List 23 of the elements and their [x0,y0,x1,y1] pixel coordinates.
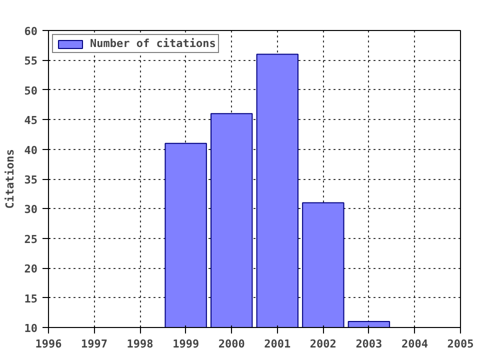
y-tick-label: 60 [24,25,38,38]
x-tick-label: 2005 [447,338,474,350]
x-tick-label: 1999 [172,338,200,350]
y-tick-label: 35 [24,174,38,186]
y-tick-label: 40 [24,144,38,157]
y-tick-label: 55 [24,54,38,68]
x-tick-label: 1996 [35,338,62,350]
x-tick-label: 1998 [126,338,154,350]
y-tick-label: 25 [24,232,38,246]
y-tick-label: 20 [24,262,38,276]
x-tick-label: 2004 [401,338,428,350]
y-tick-label: 30 [24,203,38,216]
y-tick-label: 45 [24,114,38,128]
y-tick-label: 50 [24,84,38,98]
x-tick-label: 2002 [310,338,336,350]
y-axis-title: Citations [3,149,16,209]
y-tick-label: 10 [24,322,38,335]
x-tick-label: 2003 [356,338,382,350]
x-tick-label: 2000 [218,338,245,350]
legend-label: Number of citations [90,37,216,50]
x-tick-label: 2001 [264,338,292,350]
x-tick-label: 1997 [81,338,108,350]
y-tick-label: 15 [24,292,38,306]
